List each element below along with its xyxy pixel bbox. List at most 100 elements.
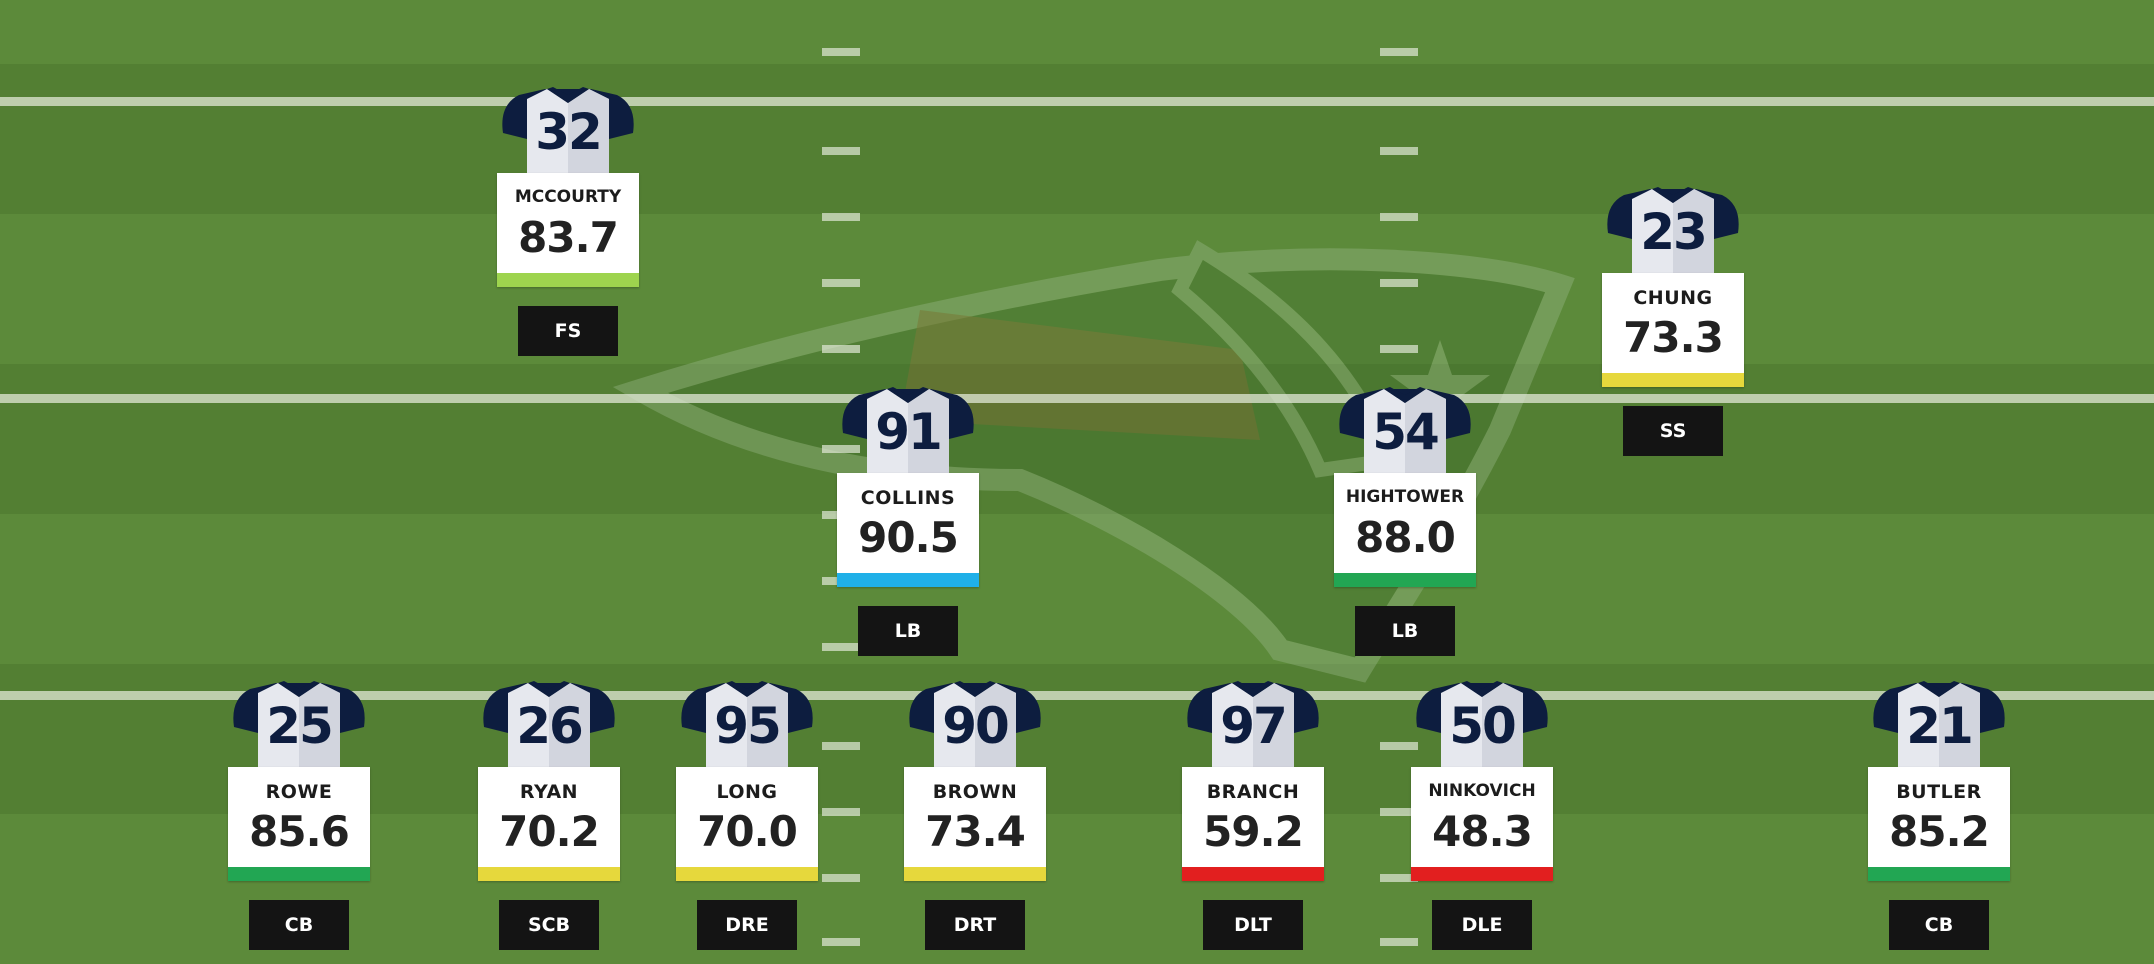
player-grade: 85.2 xyxy=(1889,807,1990,856)
player-grade: 83.7 xyxy=(518,213,619,262)
hash-mark xyxy=(822,742,860,750)
hash-mark xyxy=(822,213,860,221)
yard-line xyxy=(0,97,2154,106)
position-label: DRE xyxy=(697,900,797,950)
position-label: LB xyxy=(858,606,958,656)
hash-mark xyxy=(822,808,860,816)
jersey-icon: 54 xyxy=(1334,383,1476,479)
grade-card: CHUNG 73.3 xyxy=(1602,273,1744,387)
player-grade: 73.4 xyxy=(925,807,1026,856)
hash-mark xyxy=(1380,742,1418,750)
grade-card: RYAN 70.2 xyxy=(478,767,620,881)
jersey-icon: 21 xyxy=(1868,677,2010,773)
hash-mark xyxy=(822,147,860,155)
hash-mark xyxy=(822,48,860,56)
jersey-icon: 97 xyxy=(1182,677,1324,773)
player-name: MCCOURTY xyxy=(514,187,622,207)
grade-color-bar xyxy=(478,867,620,881)
player-name: BUTLER xyxy=(1896,781,1982,803)
player-name: LONG xyxy=(716,781,778,803)
player-grade: 73.3 xyxy=(1623,313,1724,362)
position-label: DLE xyxy=(1432,900,1532,950)
hash-mark xyxy=(822,345,860,353)
jersey-icon: 26 xyxy=(478,677,620,773)
hash-mark xyxy=(1380,345,1418,353)
jersey-number: 97 xyxy=(1220,697,1288,755)
player-name: ROWE xyxy=(265,781,333,803)
position-label: DLT xyxy=(1203,900,1303,950)
hash-mark xyxy=(1380,147,1418,155)
jersey-icon: 91 xyxy=(837,383,979,479)
grade-color-bar xyxy=(1602,373,1744,387)
jersey-icon: 90 xyxy=(904,677,1046,773)
position-label: FS xyxy=(518,306,618,356)
grade-card: HIGHTOWER 88.0 xyxy=(1334,473,1476,587)
jersey-number: 21 xyxy=(1906,697,1974,755)
grade-card: ROWE 85.6 xyxy=(228,767,370,881)
player-name: COLLINS xyxy=(860,487,956,509)
grade-card: NINKOVICH 48.3 xyxy=(1411,767,1553,881)
position-label: CB xyxy=(249,900,349,950)
hash-mark xyxy=(822,445,860,453)
hash-mark xyxy=(1380,279,1418,287)
grade-card: BUTLER 85.2 xyxy=(1868,767,2010,881)
player-name: HIGHTOWER xyxy=(1345,487,1465,507)
grade-color-bar xyxy=(1411,867,1553,881)
player-grade: 59.2 xyxy=(1203,807,1304,856)
player-name: BROWN xyxy=(932,781,1018,803)
player-name: CHUNG xyxy=(1633,287,1713,309)
player-grade: 70.0 xyxy=(697,807,798,856)
jersey-number: 32 xyxy=(535,103,603,161)
hash-mark xyxy=(1380,874,1418,882)
position-label: SCB xyxy=(499,900,599,950)
hash-mark xyxy=(1380,213,1418,221)
grade-card: BRANCH 59.2 xyxy=(1182,767,1324,881)
grade-color-bar xyxy=(904,867,1046,881)
jersey-number: 25 xyxy=(266,697,334,755)
grade-color-bar xyxy=(1334,573,1476,587)
jersey-icon: 25 xyxy=(228,677,370,773)
grade-card: LONG 70.0 xyxy=(676,767,818,881)
jersey-icon: 95 xyxy=(676,677,818,773)
hash-mark xyxy=(822,938,860,946)
position-label: CB xyxy=(1889,900,1989,950)
position-label: SS xyxy=(1623,406,1723,456)
position-label: DRT xyxy=(925,900,1025,950)
hash-mark xyxy=(1380,808,1418,816)
jersey-icon: 32 xyxy=(497,83,639,179)
yard-line xyxy=(0,394,2154,403)
hash-mark xyxy=(822,874,860,882)
grade-card: COLLINS 90.5 xyxy=(837,473,979,587)
jersey-icon: 50 xyxy=(1411,677,1553,773)
jersey-number: 90 xyxy=(942,697,1010,755)
grade-color-bar xyxy=(1868,867,2010,881)
yard-line xyxy=(0,691,2154,700)
jersey-icon: 23 xyxy=(1602,183,1744,279)
player-grade: 85.6 xyxy=(249,807,350,856)
grade-color-bar xyxy=(676,867,818,881)
grade-card: MCCOURTY 83.7 xyxy=(497,173,639,287)
player-grade: 90.5 xyxy=(858,513,959,562)
player-grade: 48.3 xyxy=(1432,807,1533,856)
player-grade: 88.0 xyxy=(1355,513,1456,562)
jersey-number: 50 xyxy=(1449,697,1517,755)
grade-color-bar xyxy=(1182,867,1324,881)
player-name: RYAN xyxy=(519,781,579,803)
player-name: NINKOVICH xyxy=(1428,781,1536,801)
jersey-number: 95 xyxy=(714,697,782,755)
jersey-number: 54 xyxy=(1372,403,1440,461)
position-label: LB xyxy=(1355,606,1455,656)
grade-color-bar xyxy=(228,867,370,881)
hash-mark xyxy=(822,279,860,287)
jersey-number: 26 xyxy=(516,697,584,755)
jersey-number: 91 xyxy=(875,403,943,461)
player-grade: 70.2 xyxy=(499,807,600,856)
hash-mark xyxy=(1380,48,1418,56)
jersey-number: 23 xyxy=(1640,203,1708,261)
hash-mark xyxy=(1380,938,1418,946)
grade-card: BROWN 73.4 xyxy=(904,767,1046,881)
hash-mark xyxy=(822,643,860,651)
player-name: BRANCH xyxy=(1206,781,1300,803)
grade-color-bar xyxy=(837,573,979,587)
